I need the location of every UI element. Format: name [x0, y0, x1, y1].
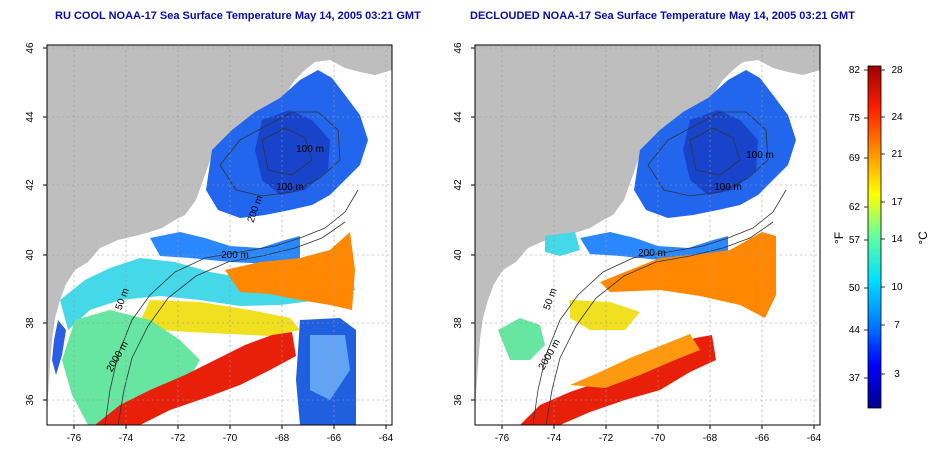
contour-label: 100 m [276, 182, 304, 193]
colorbar: 82 75 69 62 57 50 44 37 28 24 21 17 14 10 7 3 °F °C [832, 65, 930, 409]
lon-tick-label: -70 [651, 433, 666, 444]
lat-tick-label: 40 [453, 249, 464, 261]
lon-tick-label: -68 [703, 433, 718, 444]
lat-tick-label: 36 [25, 394, 36, 406]
colorbar-f-tick-label: 44 [849, 325, 861, 336]
isobath-gom [219, 111, 341, 197]
map-left-content [47, 45, 392, 425]
isobath-2 [117, 221, 346, 425]
colorbar-c-tick-label: 3 [894, 369, 900, 380]
colorbar-f-tick-label: 75 [849, 113, 861, 124]
colorbar-f-tick-label: 82 [849, 65, 861, 76]
lon-tick-label: -76 [67, 433, 82, 444]
map-title-left: RU COOL NOAA-17 Sea Surface Temperature … [55, 10, 421, 22]
land-left [47, 45, 392, 425]
sst-gulf-stream-orange-r [570, 334, 700, 388]
lon-tick-label: -64 [379, 433, 394, 444]
bay-left [52, 320, 66, 375]
map-border-left [46, 44, 393, 426]
sst-warm-orange [225, 232, 355, 310]
colorbar-bar [867, 65, 882, 409]
sst-gulf-stream [95, 332, 296, 425]
lat-tick-label: 46 [453, 42, 464, 54]
colorbar-c-tick-label: 28 [891, 65, 903, 76]
sst-shelf-band-r [580, 232, 728, 262]
grid-left [47, 45, 392, 425]
colorbar-c-tick-label: 14 [891, 234, 903, 245]
contour-label: 100 m [714, 182, 742, 193]
isobath-gom-2 [261, 127, 313, 176]
colorbar-fahrenheit-label: °F [832, 232, 846, 244]
lat-tick-label: 42 [453, 179, 464, 191]
isobath-1 [104, 189, 359, 425]
grid-right [475, 45, 820, 425]
colorbar-f-tick-label: 62 [849, 202, 861, 213]
isobath-1-r [532, 189, 787, 425]
land-right [475, 45, 820, 425]
sst-yellow-r [570, 300, 640, 330]
lon-tick-label: -66 [755, 433, 770, 444]
colorbar-c-tick-label: 21 [891, 149, 903, 160]
sst-offshore-noise-2 [310, 335, 350, 400]
lon-tick-label: -72 [599, 433, 614, 444]
lon-tick-label: -64 [807, 433, 822, 444]
colorbar-c-tick-label: 17 [891, 197, 903, 208]
ticks-right: -76 -74 -72 -70 -68 -66 -64 36 38 40 42 44 46 [453, 42, 822, 444]
map-left: -76 -74 -72 -70 -68 -66 -64 36 38 40 42 44 46 100 m 1… [25, 42, 394, 444]
lat-tick-label: 38 [453, 317, 464, 329]
colorbar-f-tick-label: 69 [849, 153, 861, 164]
isobath-gom-r [647, 111, 769, 197]
contour-label: 200 m [638, 248, 666, 259]
sst-warm-orange-r [600, 232, 776, 318]
sst-gom-deep [255, 110, 330, 195]
lat-tick-label: 40 [25, 249, 36, 261]
colorbar-ticks: 82 75 69 62 57 50 44 37 28 24 21 17 14 10 7 3 [849, 65, 903, 384]
colorbar-f-tick-label: 37 [849, 373, 861, 384]
lon-tick-label: -74 [547, 433, 562, 444]
lat-tick-label: 44 [453, 111, 464, 123]
colorbar-f-tick-label: 57 [849, 235, 861, 246]
contour-label: 100 m [296, 144, 324, 155]
isobath-gom-2-r [689, 127, 741, 176]
lon-tick-label: -70 [223, 433, 238, 444]
lon-tick-label: -74 [119, 433, 134, 444]
sst-yellow [135, 300, 300, 336]
map-right-content [475, 45, 820, 425]
sst-green-r [498, 318, 545, 360]
sst-gom-deep-r [683, 110, 758, 195]
colorbar-f-tick-label: 50 [849, 283, 861, 294]
isobath-2-r [545, 221, 774, 425]
colorbar-celsius-label: °C [916, 231, 930, 245]
map-title-right: DECLOUDED NOAA-17 Sea Surface Temperatur… [470, 10, 855, 22]
lat-tick-label: 44 [25, 111, 36, 123]
lat-tick-label: 36 [453, 394, 464, 406]
lon-tick-label: -72 [171, 433, 186, 444]
colorbar-c-tick-label: 7 [894, 320, 900, 331]
lon-tick-label: -68 [275, 433, 290, 444]
contour-label: 200 m [221, 250, 249, 261]
lat-tick-label: 46 [25, 42, 36, 54]
colorbar-c-tick-label: 24 [891, 112, 903, 123]
lon-tick-label: -76 [495, 433, 510, 444]
contour-label: 100 m [746, 150, 774, 161]
map-border-right [474, 44, 821, 426]
colorbar-c-tick-label: 10 [891, 282, 903, 293]
lat-tick-label: 42 [25, 179, 36, 191]
lat-tick-label: 38 [25, 317, 36, 329]
map-right: -76 -74 -72 -70 -68 -66 -64 36 38 40 42 44 46 100 m 1… [453, 42, 822, 444]
ticks-left: -76 -74 -72 -70 -68 -66 -64 36 38 40 42 44 46 [25, 42, 394, 444]
lon-tick-label: -66 [327, 433, 342, 444]
